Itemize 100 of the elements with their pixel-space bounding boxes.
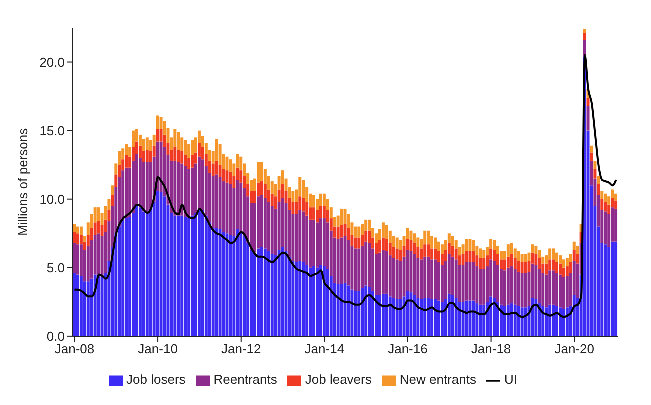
bar xyxy=(427,256,430,298)
bar xyxy=(344,282,347,336)
bar xyxy=(270,194,274,206)
bar xyxy=(198,156,201,209)
bar xyxy=(548,304,552,336)
bar xyxy=(354,291,358,336)
bar xyxy=(177,216,180,336)
bar xyxy=(322,218,326,267)
bar xyxy=(410,230,413,240)
bar xyxy=(156,191,160,336)
bar xyxy=(111,186,114,196)
bar xyxy=(278,250,281,336)
bar xyxy=(302,262,306,336)
bar xyxy=(556,252,559,262)
bar xyxy=(319,265,322,336)
bar xyxy=(534,265,538,300)
bar xyxy=(191,155,194,168)
x-tick-label: Jan-14 xyxy=(304,342,345,357)
bar xyxy=(392,258,396,298)
bar xyxy=(531,244,534,253)
bar xyxy=(260,195,264,248)
bar xyxy=(427,230,430,245)
bar xyxy=(524,308,528,336)
bar xyxy=(160,142,163,192)
bar xyxy=(413,234,416,244)
bar xyxy=(218,177,222,230)
x-tick-label: Jan-18 xyxy=(471,342,512,357)
bar xyxy=(472,240,476,252)
bar xyxy=(572,242,576,250)
bar xyxy=(215,228,218,336)
bar xyxy=(138,158,142,208)
bar xyxy=(524,273,528,308)
bar xyxy=(434,260,438,300)
bar xyxy=(427,244,430,257)
bar xyxy=(184,217,188,336)
bar xyxy=(517,251,520,262)
bar xyxy=(520,262,524,274)
bar xyxy=(614,208,618,242)
bar xyxy=(545,308,548,336)
bar xyxy=(188,144,191,158)
bar xyxy=(545,264,548,275)
bar xyxy=(566,258,569,267)
bar xyxy=(267,251,270,336)
bar xyxy=(260,162,264,182)
bar xyxy=(83,236,86,242)
bar xyxy=(212,176,215,228)
bar xyxy=(174,216,177,336)
bar xyxy=(424,256,427,298)
bar xyxy=(142,139,146,152)
bar xyxy=(312,220,316,267)
bar xyxy=(399,299,402,336)
bar xyxy=(306,216,309,266)
bar xyxy=(600,191,604,200)
bar xyxy=(316,268,319,336)
bar xyxy=(454,260,458,298)
bar xyxy=(354,248,358,292)
bar xyxy=(479,258,482,270)
bar xyxy=(336,284,340,336)
bar xyxy=(382,294,385,336)
bar xyxy=(135,206,138,336)
bar xyxy=(392,247,396,258)
bar xyxy=(188,169,191,219)
bar xyxy=(590,152,594,161)
bar xyxy=(479,248,482,258)
bar xyxy=(316,210,319,223)
bar xyxy=(562,260,566,268)
bar xyxy=(500,269,503,305)
bar xyxy=(503,260,506,271)
bar xyxy=(454,298,458,336)
bar xyxy=(90,278,94,336)
bar xyxy=(298,261,302,336)
bar xyxy=(382,250,385,294)
bar xyxy=(410,240,413,252)
bar xyxy=(222,182,226,232)
bar xyxy=(76,234,80,245)
bar xyxy=(188,158,191,170)
bar xyxy=(191,216,194,336)
bar xyxy=(312,266,316,336)
bar xyxy=(493,250,496,262)
bar xyxy=(125,168,128,219)
bar xyxy=(572,250,576,262)
bar xyxy=(611,242,614,336)
bar xyxy=(500,304,503,336)
bar xyxy=(388,243,392,256)
bar xyxy=(424,244,427,257)
x-tick-label: Jan-10 xyxy=(138,342,178,357)
bar xyxy=(358,238,361,249)
bar xyxy=(600,199,604,210)
bar xyxy=(243,236,246,336)
bar xyxy=(361,288,364,336)
bar xyxy=(476,304,479,336)
bar xyxy=(462,302,465,336)
bar xyxy=(520,308,524,336)
bar xyxy=(340,208,344,226)
bar xyxy=(566,308,569,336)
y-tick-label: 20.0 xyxy=(40,54,65,70)
bar xyxy=(420,248,424,260)
bar xyxy=(514,258,517,270)
bar xyxy=(451,236,454,246)
bar xyxy=(604,212,608,245)
